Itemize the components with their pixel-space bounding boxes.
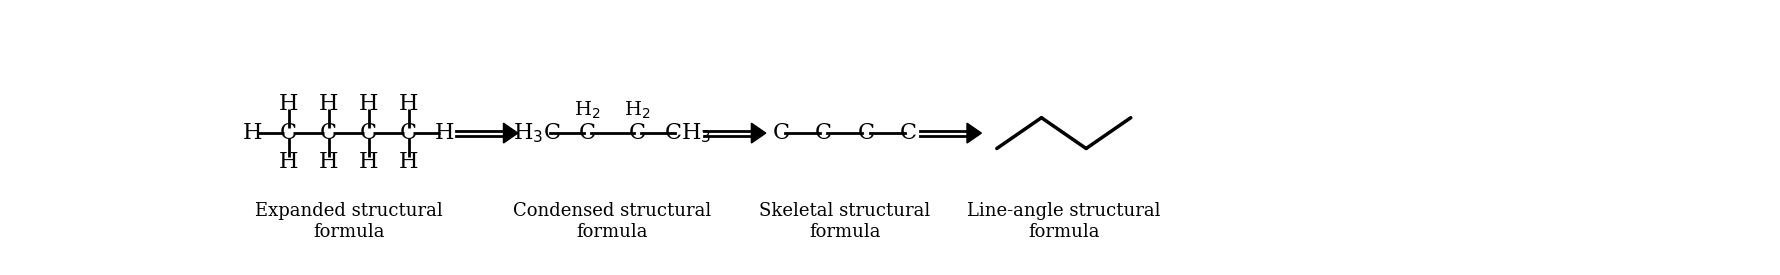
Text: C: C — [773, 122, 790, 144]
Text: H: H — [242, 122, 262, 144]
Text: Expanded structural
formula: Expanded structural formula — [255, 202, 443, 241]
Text: H: H — [279, 151, 299, 173]
Text: C: C — [858, 122, 874, 144]
Text: Skeletal structural
formula: Skeletal structural formula — [758, 202, 931, 241]
Text: Condensed structural
formula: Condensed structural formula — [513, 202, 712, 241]
Text: C: C — [320, 122, 336, 144]
Polygon shape — [504, 123, 518, 143]
Text: C: C — [400, 122, 417, 144]
Text: C: C — [578, 122, 596, 144]
Text: H: H — [399, 93, 418, 115]
Polygon shape — [751, 123, 765, 143]
Text: H: H — [360, 151, 379, 173]
Text: C: C — [899, 122, 917, 144]
Text: CH$_3$: CH$_3$ — [664, 121, 710, 145]
Text: H: H — [434, 122, 454, 144]
Text: H$_3$C: H$_3$C — [513, 121, 561, 145]
Text: C: C — [279, 122, 297, 144]
Polygon shape — [967, 123, 981, 143]
Text: H$_2$: H$_2$ — [625, 99, 650, 121]
Text: H: H — [399, 151, 418, 173]
Text: Line-angle structural
formula: Line-angle structural formula — [967, 202, 1161, 241]
Text: C: C — [628, 122, 646, 144]
Text: C: C — [360, 122, 377, 144]
Text: H: H — [319, 93, 338, 115]
Text: H: H — [279, 93, 299, 115]
Text: H$_2$: H$_2$ — [573, 99, 600, 121]
Text: C: C — [815, 122, 831, 144]
Text: H: H — [360, 93, 379, 115]
Text: H: H — [319, 151, 338, 173]
